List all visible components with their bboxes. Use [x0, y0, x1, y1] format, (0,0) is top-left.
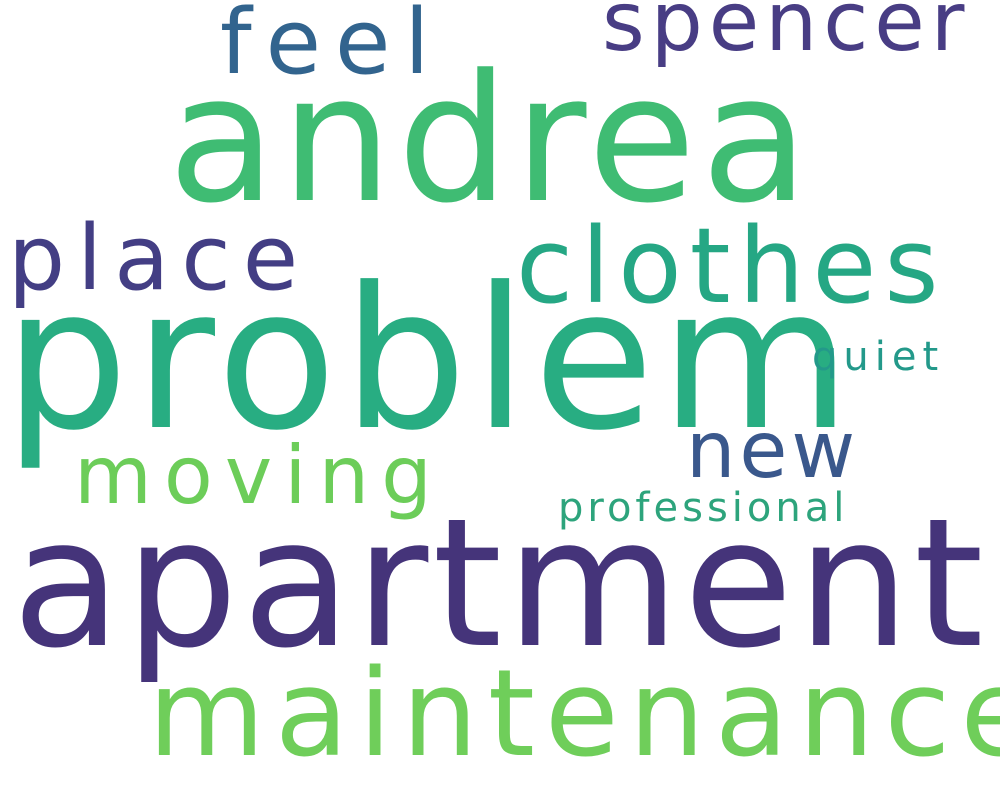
word-new: new: [686, 406, 860, 496]
word-clothes: clothes: [516, 205, 947, 327]
word-professional: professional: [558, 485, 849, 531]
word-problem: problem: [4, 246, 857, 474]
word-spencer: spencer: [602, 0, 971, 70]
word-quiet: quiet: [812, 334, 945, 380]
word-apartment: apartment: [12, 480, 988, 687]
word-maintenance: maintenance: [148, 645, 1000, 784]
word-place: place: [8, 206, 311, 311]
word-feel: feel: [220, 0, 444, 95]
word-moving: moving: [74, 429, 444, 522]
word-andrea: andrea: [168, 37, 814, 242]
